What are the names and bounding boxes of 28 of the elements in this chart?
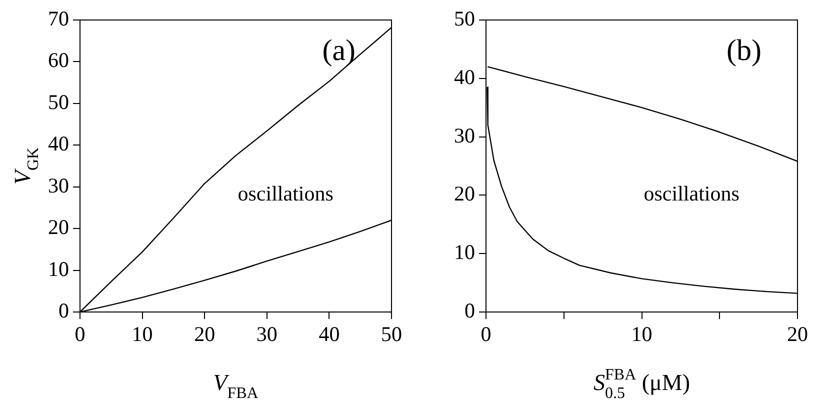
y-tick-label: 20 [454, 182, 475, 206]
x-tick-label: 20 [194, 322, 216, 346]
x-tick-label: 10 [631, 322, 652, 346]
annotation: (a) [322, 34, 356, 67]
x-tick-label: 0 [480, 322, 492, 346]
x-tick-label: 40 [318, 322, 340, 346]
annotation: oscillations [238, 182, 334, 206]
y-tick-label: 30 [454, 123, 475, 148]
y-tick-label: 40 [454, 64, 475, 89]
y-tick-label: 40 [48, 132, 69, 156]
x-tick-label: 10 [132, 322, 153, 346]
x-tick-label: 30 [256, 322, 278, 346]
y-tick-label: 50 [48, 90, 69, 114]
annotation: oscillations [644, 182, 740, 206]
y-tick-label: 70 [48, 6, 69, 31]
y-tick-label: 50 [454, 6, 475, 31]
y-tick-label: 10 [48, 256, 69, 281]
y-axis-title: VGK [10, 146, 42, 185]
x-tick-label: 50 [381, 322, 402, 346]
x-tick-label: 0 [74, 322, 86, 346]
y-tick-label: 60 [48, 48, 69, 72]
y-tick-label: 0 [464, 298, 475, 323]
y-tick-label: 10 [454, 240, 475, 264]
x-tick-label: 20 [787, 322, 808, 346]
y-tick-label: 20 [48, 215, 69, 240]
y-tick-label: 30 [48, 173, 69, 198]
annotation: (b) [726, 34, 762, 67]
y-tick-label: 0 [58, 298, 69, 323]
